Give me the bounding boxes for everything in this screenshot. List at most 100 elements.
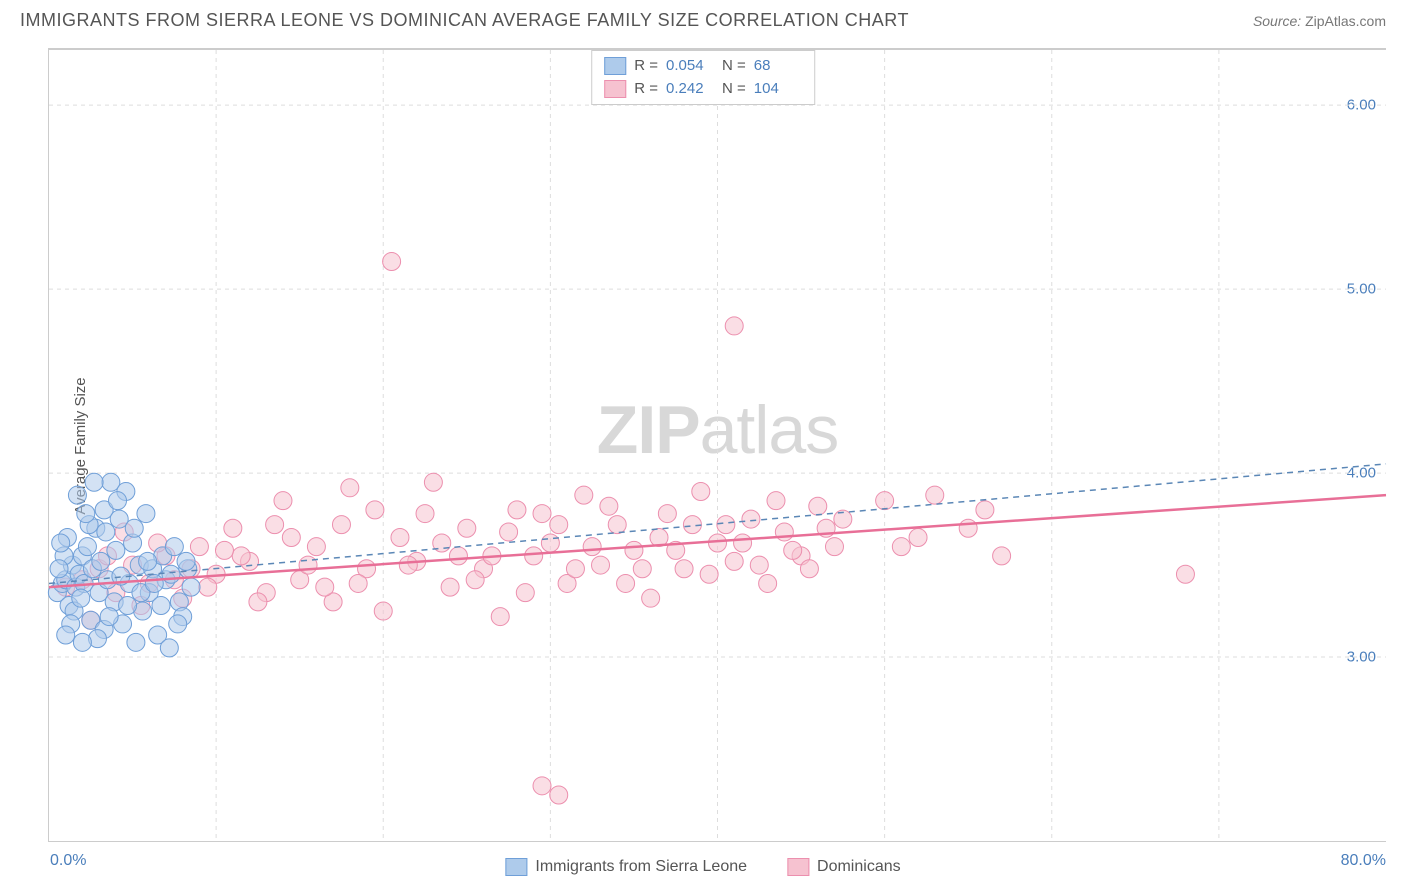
point-series2 [725, 317, 743, 335]
point-series1 [145, 574, 163, 592]
point-series1 [107, 541, 125, 559]
point-series2 [583, 538, 601, 556]
point-series2 [642, 589, 660, 607]
n-label-2: N = [722, 78, 746, 101]
point-series2 [307, 538, 325, 556]
point-series2 [458, 519, 476, 537]
point-series2 [750, 556, 768, 574]
scatter-plot-svg [49, 50, 1386, 841]
point-series2 [675, 560, 693, 578]
r-value-1: 0.054 [666, 55, 714, 78]
point-series2 [633, 560, 651, 578]
point-series1 [100, 608, 118, 626]
point-series2 [717, 516, 735, 534]
point-series1 [92, 552, 110, 570]
point-series2 [617, 574, 635, 592]
point-series2 [508, 501, 526, 519]
point-series1 [57, 626, 75, 644]
point-series2 [734, 534, 752, 552]
x-axis-max-label: 80.0% [1341, 852, 1386, 870]
swatch-series1 [604, 57, 626, 75]
chart-title: IMMIGRANTS FROM SIERRA LEONE VS DOMINICA… [20, 10, 909, 31]
point-series2 [424, 473, 442, 491]
point-series2 [700, 565, 718, 583]
point-series2 [332, 516, 350, 534]
point-series2 [625, 541, 643, 559]
point-series2 [658, 505, 676, 523]
point-series2 [683, 516, 701, 534]
point-series1 [68, 486, 86, 504]
point-series2 [341, 479, 359, 497]
point-series2 [993, 547, 1011, 565]
r-label-1: R = [634, 55, 658, 78]
point-series2 [1176, 565, 1194, 583]
point-series2 [349, 574, 367, 592]
point-series1 [165, 538, 183, 556]
point-series2 [383, 253, 401, 271]
point-series2 [516, 584, 534, 602]
point-series1 [77, 505, 95, 523]
stats-legend: R = 0.054 N = 68 R = 0.242 N = 104 [591, 50, 815, 105]
n-label-1: N = [722, 55, 746, 78]
legend-label-1: Immigrants from Sierra Leone [535, 858, 747, 876]
stats-row-1: R = 0.054 N = 68 [604, 55, 802, 78]
point-series1 [137, 505, 155, 523]
point-series1 [73, 633, 91, 651]
point-series2 [391, 528, 409, 546]
stats-row-2: R = 0.242 N = 104 [604, 78, 802, 101]
point-series2 [592, 556, 610, 574]
bottom-legend: Immigrants from Sierra Leone Dominicans [505, 858, 900, 876]
chart-header: IMMIGRANTS FROM SIERRA LEONE VS DOMINICA… [0, 0, 1406, 37]
legend-label-2: Dominicans [817, 858, 901, 876]
source-attribution: Source: ZipAtlas.com [1253, 13, 1386, 29]
point-series2 [959, 519, 977, 537]
point-series1 [160, 639, 178, 657]
point-series2 [800, 560, 818, 578]
point-series1 [78, 538, 96, 556]
point-series2 [809, 497, 827, 515]
point-series2 [742, 510, 760, 528]
chart-plot-area: ZIPatlas 3.004.005.006.00 [48, 48, 1386, 842]
swatch-series2-bottom [787, 858, 809, 876]
point-series2 [533, 505, 551, 523]
n-value-1: 68 [754, 55, 802, 78]
point-series2 [266, 516, 284, 534]
point-series2 [909, 528, 927, 546]
point-series2 [199, 578, 217, 596]
point-series2 [274, 492, 292, 510]
point-series1 [72, 589, 90, 607]
point-series2 [449, 547, 467, 565]
point-series2 [232, 547, 250, 565]
point-series2 [976, 501, 994, 519]
r-label-2: R = [634, 78, 658, 101]
source-label: Source: [1253, 13, 1301, 29]
source-value: ZipAtlas.com [1305, 13, 1386, 29]
point-series2 [775, 523, 793, 541]
point-series2 [725, 552, 743, 570]
point-series2 [224, 519, 242, 537]
point-series2 [491, 608, 509, 626]
point-series2 [575, 486, 593, 504]
point-series2 [550, 516, 568, 534]
point-series2 [892, 538, 910, 556]
point-series2 [876, 492, 894, 510]
point-series2 [692, 482, 710, 500]
point-series1 [169, 615, 187, 633]
point-series2 [541, 534, 559, 552]
r-value-2: 0.242 [666, 78, 714, 101]
legend-item-2: Dominicans [787, 858, 901, 876]
point-series1 [139, 552, 157, 570]
point-series1 [50, 560, 68, 578]
swatch-series1-bottom [505, 858, 527, 876]
point-series1 [125, 519, 143, 537]
point-series2 [190, 538, 208, 556]
point-series2 [767, 492, 785, 510]
point-series1 [182, 578, 200, 596]
point-series2 [441, 578, 459, 596]
point-series2 [500, 523, 518, 541]
point-series2 [550, 786, 568, 804]
point-series2 [525, 547, 543, 565]
n-value-2: 104 [754, 78, 802, 101]
point-series1 [127, 633, 145, 651]
point-series1 [52, 534, 70, 552]
